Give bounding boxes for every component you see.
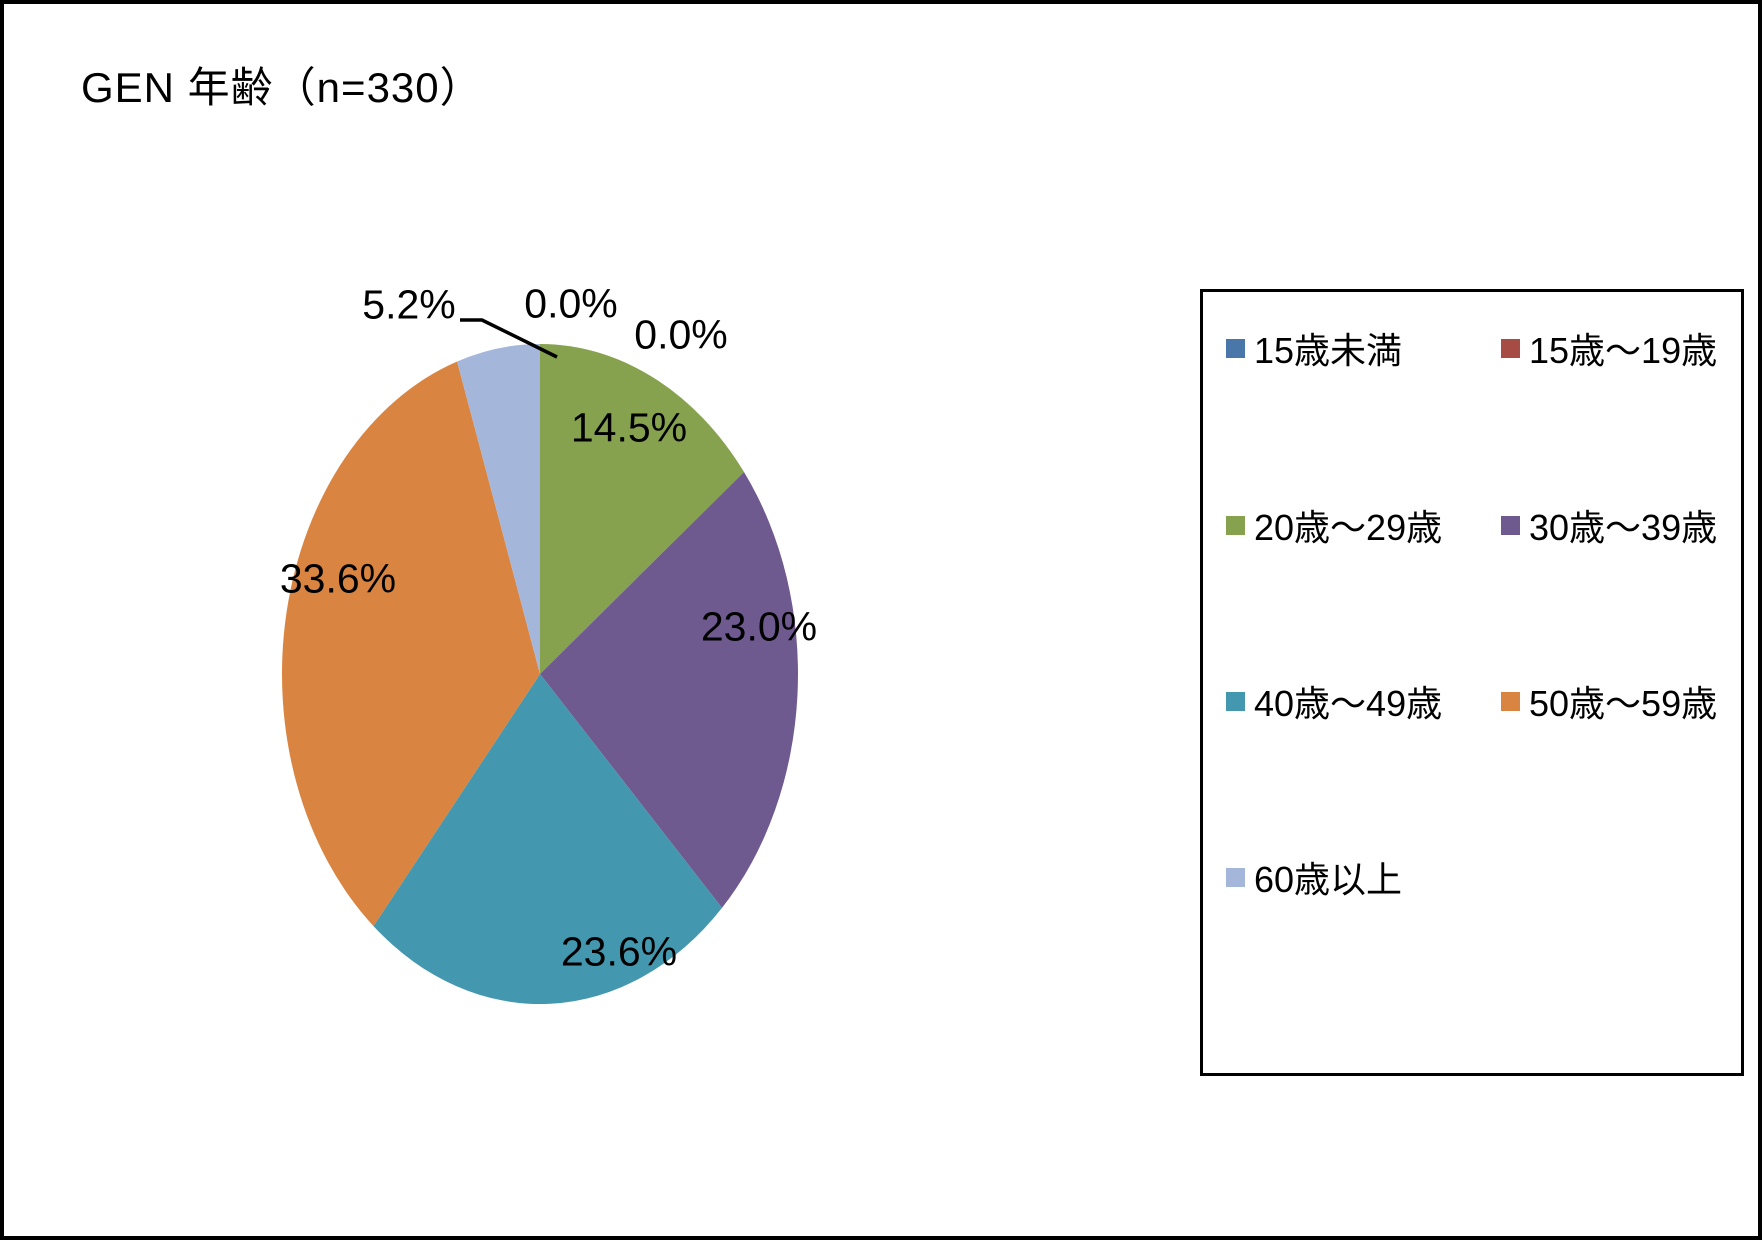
legend-item-50-59: 50歳～59歳 — [1501, 680, 1717, 724]
pie-value-label-30-39: 23.0% — [700, 603, 818, 650]
pie-slice-30歳～39歳 — [540, 472, 798, 908]
legend-label-30-39: 30歳～39歳 — [1529, 507, 1718, 548]
legend-item-30-39: 30歳～39歳 — [1501, 504, 1717, 548]
pie-value-label-over60: 5.2% — [362, 281, 456, 328]
legend-swatch-30-39 — [1501, 515, 1520, 535]
pie-slice-50歳～59歳 — [281, 361, 540, 927]
pie-slice-60歳以上 — [457, 344, 540, 674]
legend-swatch-40-49 — [1226, 691, 1245, 711]
pie-value-label-20-29: 14.5% — [570, 404, 688, 451]
legend-item-20-29: 20歳～29歳 — [1226, 504, 1442, 548]
legend-item-40-49: 40歳～49歳 — [1226, 680, 1442, 724]
legend-label-15-19: 15歳～19歳 — [1529, 330, 1718, 371]
label-leader-line — [460, 318, 558, 359]
pie-value-label-40-49: 23.6% — [560, 928, 678, 975]
legend-label-under15: 15歳未満 — [1254, 330, 1403, 371]
legend-label-40-49: 40歳～49歳 — [1254, 683, 1443, 724]
legend-item-under15: 15歳未満 — [1226, 327, 1402, 371]
legend-swatch-50-59 — [1501, 691, 1520, 711]
legend-box: 15歳未満 15歳～19歳 20歳～29歳 30歳～39歳 40歳～49歳 50… — [1200, 289, 1744, 1076]
legend-swatch-over60 — [1226, 867, 1245, 887]
legend-label-50-59: 50歳～59歳 — [1529, 683, 1718, 724]
legend-swatch-20-29 — [1226, 515, 1245, 535]
pie-value-label-50-59: 33.6% — [279, 555, 397, 602]
legend-swatch-under15 — [1226, 338, 1245, 358]
pie-value-label-under15: 0.0% — [524, 280, 618, 327]
legend-item-over60: 60歳以上 — [1226, 856, 1402, 900]
legend-item-15-19: 15歳～19歳 — [1501, 327, 1717, 371]
legend-label-over60: 60歳以上 — [1254, 859, 1403, 900]
pie-value-label-15-19: 0.0% — [634, 311, 728, 358]
pie-chart — [281, 318, 798, 1005]
legend-swatch-15-19 — [1501, 338, 1520, 358]
pie-slice-20歳～29歳 — [540, 344, 744, 674]
pie-slice-40歳～49歳 — [373, 674, 722, 1005]
chart-title: GEN 年齢（n=330） — [81, 64, 483, 111]
pie-slices — [281, 344, 798, 1005]
legend-label-20-29: 20歳～29歳 — [1254, 507, 1443, 548]
